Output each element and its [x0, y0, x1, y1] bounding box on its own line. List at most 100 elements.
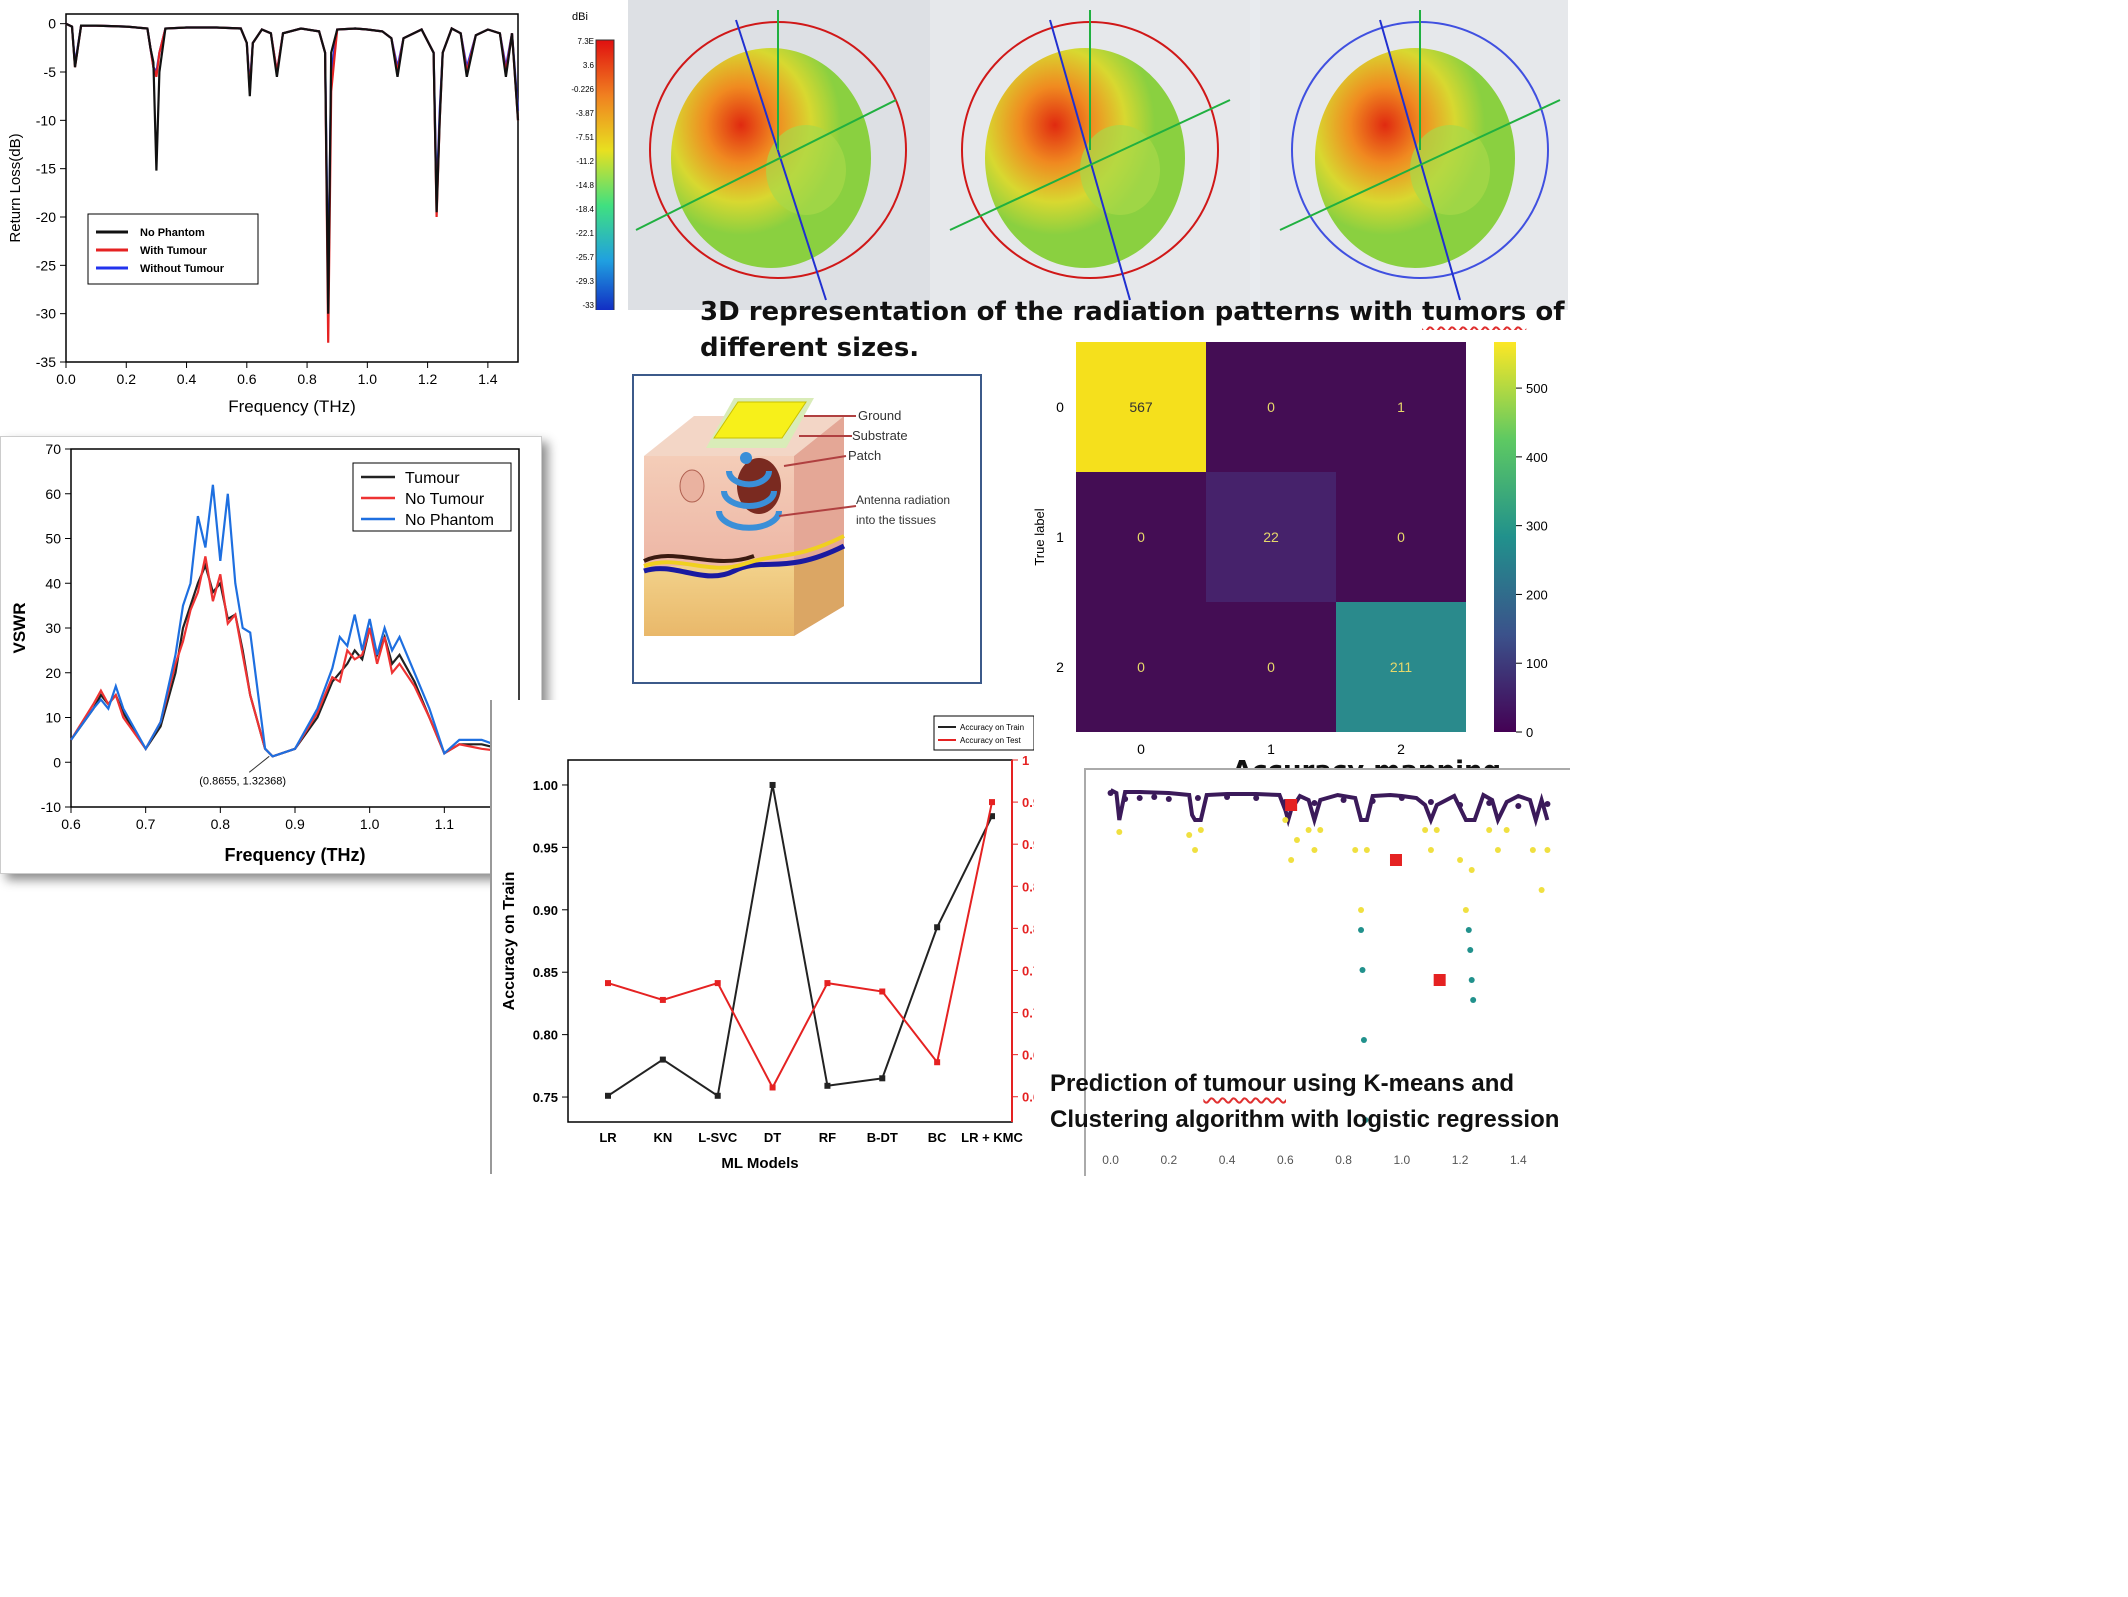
km-point	[1311, 800, 1318, 806]
km-point	[1468, 867, 1475, 873]
km-xtick: 1.2	[1452, 1153, 1469, 1167]
ml-ytick-right: 0.70	[1022, 1006, 1034, 1021]
cm-cell	[1336, 602, 1466, 732]
cm-colorbar-tick: 100	[1526, 656, 1548, 671]
colorbar-tick: 3.6	[583, 61, 595, 70]
kmeans-chart: 0.0 0.2 0.4 0.6 0.8 1.0 1.2 1.4	[1102, 788, 1551, 1167]
rl-ytick-label: -20	[36, 209, 56, 225]
km-point	[1433, 827, 1440, 833]
cm-cell-value: 0	[1397, 529, 1405, 545]
km-cluster0-trace	[1109, 788, 1550, 828]
rl-ytick-label: 0	[48, 16, 56, 32]
arrow-patch	[783, 455, 847, 467]
km-point	[1317, 827, 1324, 833]
ml-series-point	[769, 1084, 776, 1091]
ml-xtick: KN	[653, 1130, 672, 1145]
km-point	[1457, 857, 1464, 863]
vswr-xlabel: Frequency (THz)	[224, 845, 365, 865]
rl-ytick-label: -5	[44, 64, 57, 80]
ml-ylabel-left: Accuracy on Train	[501, 872, 518, 1011]
colorbar-tick: -25.7	[576, 253, 595, 262]
ml-models-chart: 0.75 0.80 0.85 0.90 0.95 1.00 0.60 0.65 0.70 0.75…	[501, 715, 1034, 1172]
ml-series-point	[714, 1092, 721, 1099]
rl-legend-label: With Tumour	[140, 245, 208, 257]
vswr-annotation-leader	[248, 755, 270, 773]
ml-ytick-left: 0.75	[533, 1090, 558, 1105]
pattern-lobe-green	[766, 125, 846, 215]
cm-ytick: 0	[1056, 399, 1064, 415]
cm-cell	[1206, 342, 1336, 472]
km-point	[1107, 790, 1114, 796]
radiation-wave-2	[721, 490, 777, 509]
km-point	[1494, 847, 1501, 853]
cm-ytick: 1	[1056, 529, 1064, 545]
ml-xtick: RF	[819, 1130, 836, 1145]
km-xtick: 1.4	[1510, 1153, 1527, 1167]
ml-legend-label: Accuracy on Test	[960, 736, 1022, 745]
ml-xtick: L-SVC	[698, 1130, 738, 1145]
cm-cell	[1206, 472, 1336, 602]
ml-series-point	[879, 1075, 886, 1082]
vswr-chart: 0.60.70.80.91.01.11.2706050403020100-10F…	[10, 441, 529, 865]
confusion-panel: 56701022000211001122Predicted labelTrue …	[1030, 330, 1568, 760]
colorbar-tick: 7.3E	[578, 37, 594, 46]
rl-xtick-label: 0.6	[237, 371, 257, 387]
return-loss-chart: 0.0 0.2 0.4 0.6 0.8 1.0 1.2 1.4 0 -5 -10 -15 -20 -25 -…	[7, 13, 520, 416]
cm-cell-value: 1	[1397, 399, 1405, 415]
ml-xtick: DT	[764, 1130, 781, 1145]
fat-layer-side	[794, 546, 844, 636]
vswr-xtick-label: 1.0	[360, 816, 380, 832]
vswr-ytick-label: 10	[45, 710, 61, 726]
radiation-caption: 3D representation of the radiation patte…	[700, 294, 1565, 366]
km-point	[1186, 832, 1193, 838]
colorbar-tick: -11.2	[576, 157, 594, 166]
ml-series-point	[934, 1059, 941, 1066]
ml-series-point	[824, 980, 831, 987]
rl-ytick-label: -15	[36, 161, 56, 177]
km-point	[1192, 847, 1199, 853]
km-xtick: 0.2	[1160, 1153, 1177, 1167]
km-point	[1352, 847, 1359, 853]
km-point	[1422, 827, 1429, 833]
km-point	[1369, 798, 1376, 804]
vswr-xtick-label: 0.7	[136, 816, 156, 832]
km-xtick: 1.0	[1393, 1153, 1410, 1167]
cm-cell	[1206, 602, 1336, 732]
km-point	[1470, 997, 1477, 1003]
ml-xtick: LR + KMC	[961, 1130, 1023, 1145]
ml-series-point	[714, 980, 721, 987]
rl-xtick-label: 1.0	[358, 371, 378, 387]
cm-cell-value: 0	[1267, 659, 1275, 675]
vswr-annotation: (0.8655, 1.32368)	[199, 775, 286, 787]
km-point	[1515, 803, 1522, 809]
colorbar-tick: -29.3	[576, 277, 595, 286]
cm-cell	[1336, 472, 1466, 602]
km-point	[1136, 795, 1143, 801]
km-point	[1427, 847, 1434, 853]
cm-colorbar-tick: 200	[1526, 587, 1548, 602]
cm-colorbar-tick: 500	[1526, 381, 1548, 396]
km-point	[1305, 827, 1312, 833]
km-point	[1538, 887, 1545, 893]
km-point	[1122, 796, 1129, 802]
ml-ytick-right: 0.60	[1022, 1090, 1034, 1105]
kmeans-caption-post: using K-means and	[1286, 1070, 1515, 1097]
kmeans-caption-line2: Clustering algorithm with logistic regre…	[1050, 1106, 1560, 1133]
label-ground: Ground	[858, 408, 901, 423]
kmeans-caption-pre: Prediction of	[1050, 1070, 1204, 1097]
ml-series-point	[934, 924, 941, 931]
km-point	[1427, 799, 1434, 805]
vswr-panel: 0.60.70.80.91.01.11.2706050403020100-10F…	[0, 436, 542, 874]
label-radiation-1: Antenna radiation	[856, 493, 950, 507]
vein-blue	[643, 543, 846, 579]
cm-ylabel: True label	[1032, 508, 1047, 565]
km-centroid	[1285, 799, 1298, 811]
ml-series-point	[824, 1082, 831, 1089]
ml-ytick-right: 0.85	[1022, 879, 1034, 894]
vswr-xtick-label: 1.1	[435, 816, 455, 832]
ml-xtick: BC	[928, 1130, 947, 1145]
rl-xlabel: Frequency (THz)	[228, 397, 356, 416]
ml-series-point	[989, 799, 995, 806]
pattern-axis-green	[1279, 99, 1561, 231]
km-point	[1165, 796, 1172, 802]
